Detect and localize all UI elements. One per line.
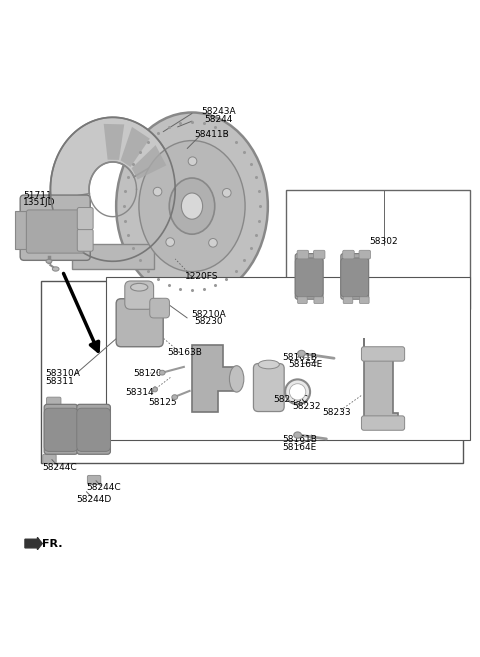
Text: 1220FS: 1220FS xyxy=(185,272,218,281)
FancyBboxPatch shape xyxy=(298,297,307,304)
FancyBboxPatch shape xyxy=(343,250,354,259)
Text: 58230: 58230 xyxy=(194,317,223,327)
Text: 58244D: 58244D xyxy=(75,419,110,428)
FancyBboxPatch shape xyxy=(253,363,284,411)
FancyBboxPatch shape xyxy=(44,404,78,454)
Text: 58302: 58302 xyxy=(370,237,398,246)
Polygon shape xyxy=(364,338,398,429)
Text: 58235C: 58235C xyxy=(274,395,309,404)
Polygon shape xyxy=(50,118,168,200)
Ellipse shape xyxy=(188,157,197,166)
FancyBboxPatch shape xyxy=(116,299,163,347)
Ellipse shape xyxy=(153,387,157,392)
FancyBboxPatch shape xyxy=(77,229,93,251)
Text: 58310A: 58310A xyxy=(46,369,81,378)
Polygon shape xyxy=(192,346,237,411)
Ellipse shape xyxy=(116,112,268,300)
Ellipse shape xyxy=(294,432,301,438)
Bar xyxy=(15,211,26,249)
FancyBboxPatch shape xyxy=(360,297,369,304)
Polygon shape xyxy=(120,127,150,167)
Ellipse shape xyxy=(166,238,175,246)
Ellipse shape xyxy=(169,178,215,234)
Text: 58244: 58244 xyxy=(204,115,233,124)
Ellipse shape xyxy=(222,189,231,197)
Polygon shape xyxy=(132,145,167,179)
Text: 58243A: 58243A xyxy=(201,107,236,116)
FancyBboxPatch shape xyxy=(44,408,78,451)
Text: 58314: 58314 xyxy=(126,388,155,397)
Ellipse shape xyxy=(298,350,305,357)
Text: 58163B: 58163B xyxy=(168,348,202,357)
Ellipse shape xyxy=(258,360,279,369)
FancyBboxPatch shape xyxy=(314,297,324,304)
FancyBboxPatch shape xyxy=(20,195,90,260)
FancyBboxPatch shape xyxy=(79,407,94,417)
FancyBboxPatch shape xyxy=(361,347,405,361)
FancyBboxPatch shape xyxy=(359,250,371,259)
Text: 58161B: 58161B xyxy=(282,436,317,444)
Text: 58161B: 58161B xyxy=(282,353,317,362)
Ellipse shape xyxy=(46,260,52,263)
FancyBboxPatch shape xyxy=(77,408,110,451)
Ellipse shape xyxy=(131,283,148,291)
Polygon shape xyxy=(104,124,124,160)
Ellipse shape xyxy=(159,371,165,375)
Text: 58233: 58233 xyxy=(323,409,351,417)
FancyBboxPatch shape xyxy=(297,250,309,259)
Bar xyxy=(106,277,470,440)
FancyBboxPatch shape xyxy=(313,250,325,259)
FancyBboxPatch shape xyxy=(150,298,169,318)
Text: 58232: 58232 xyxy=(292,402,320,411)
FancyBboxPatch shape xyxy=(341,258,369,297)
Text: 58210A: 58210A xyxy=(192,309,226,319)
Text: 58164E: 58164E xyxy=(288,361,322,369)
Ellipse shape xyxy=(181,193,203,219)
Text: 58411B: 58411B xyxy=(194,129,228,139)
Text: 58120: 58120 xyxy=(133,369,162,378)
Bar xyxy=(286,191,470,309)
FancyBboxPatch shape xyxy=(343,297,353,304)
Text: 58244C: 58244C xyxy=(42,463,77,472)
Text: 58164E: 58164E xyxy=(282,443,316,452)
FancyBboxPatch shape xyxy=(125,281,154,309)
FancyBboxPatch shape xyxy=(77,208,93,229)
FancyBboxPatch shape xyxy=(43,454,56,463)
FancyBboxPatch shape xyxy=(47,397,61,407)
FancyBboxPatch shape xyxy=(361,416,405,430)
Text: 58125: 58125 xyxy=(148,398,177,407)
FancyBboxPatch shape xyxy=(295,254,323,299)
Text: 58244C: 58244C xyxy=(47,411,82,420)
Text: 58311: 58311 xyxy=(46,377,74,386)
FancyBboxPatch shape xyxy=(295,258,323,297)
Ellipse shape xyxy=(209,238,217,247)
Text: 1351JD: 1351JD xyxy=(23,198,56,207)
Text: 51711: 51711 xyxy=(23,191,52,200)
Text: 58244C: 58244C xyxy=(86,484,121,492)
FancyBboxPatch shape xyxy=(87,476,101,484)
Ellipse shape xyxy=(229,366,244,392)
Ellipse shape xyxy=(172,395,178,399)
Ellipse shape xyxy=(139,141,245,271)
Ellipse shape xyxy=(52,267,59,271)
FancyBboxPatch shape xyxy=(26,210,84,253)
FancyBboxPatch shape xyxy=(341,254,369,299)
Bar xyxy=(41,281,463,463)
Text: 58244D: 58244D xyxy=(76,495,111,504)
FancyArrow shape xyxy=(25,537,42,549)
Ellipse shape xyxy=(153,187,162,196)
Ellipse shape xyxy=(285,379,310,404)
Text: FR.: FR. xyxy=(42,539,63,549)
Ellipse shape xyxy=(289,384,306,400)
Bar xyxy=(72,244,154,269)
FancyBboxPatch shape xyxy=(77,404,110,454)
